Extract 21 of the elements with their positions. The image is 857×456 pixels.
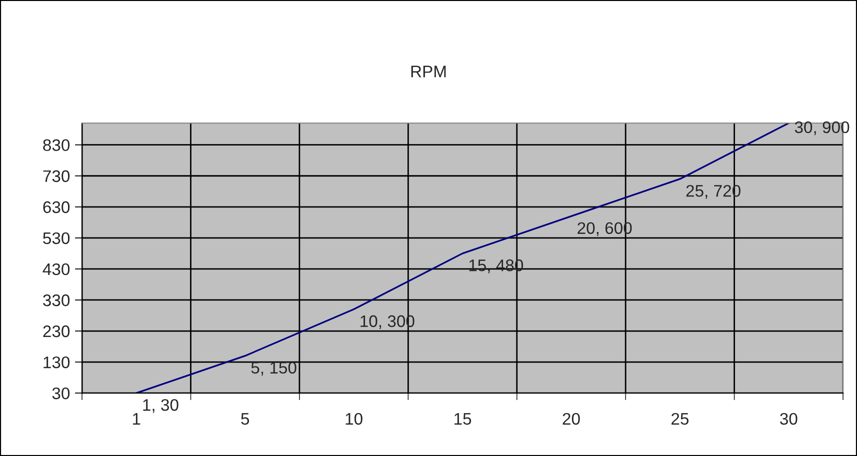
y-tick-label: 430: [42, 263, 70, 276]
y-tick-label: 230: [43, 325, 70, 338]
y-tick-label: 630: [43, 201, 70, 214]
text: 30, 900: [794, 121, 850, 136]
y-tick-label: 830: [43, 139, 70, 152]
y-tick-label: 730: [43, 170, 70, 182]
y-tick-label: 330: [43, 294, 70, 306]
x-tick-label: 5: [241, 413, 250, 425]
x-tick-label: 30: [780, 412, 798, 425]
x-tick-label: 10: [346, 412, 362, 425]
chart-title: RPM: [411, 66, 446, 78]
x-tick-label: 25: [672, 412, 689, 425]
line-series: [136, 123, 790, 394]
x-tick-label: 20: [562, 412, 580, 425]
x-tick-label: 15: [454, 413, 472, 425]
y-tick-label: 530: [43, 232, 70, 244]
text: 5, 150: [251, 362, 296, 376]
x-tick-label: 1: [133, 413, 140, 425]
text: 1, 30: [143, 399, 178, 413]
y-tick-label: 130: [44, 356, 70, 368]
y-tick-label: 30: [52, 387, 70, 400]
